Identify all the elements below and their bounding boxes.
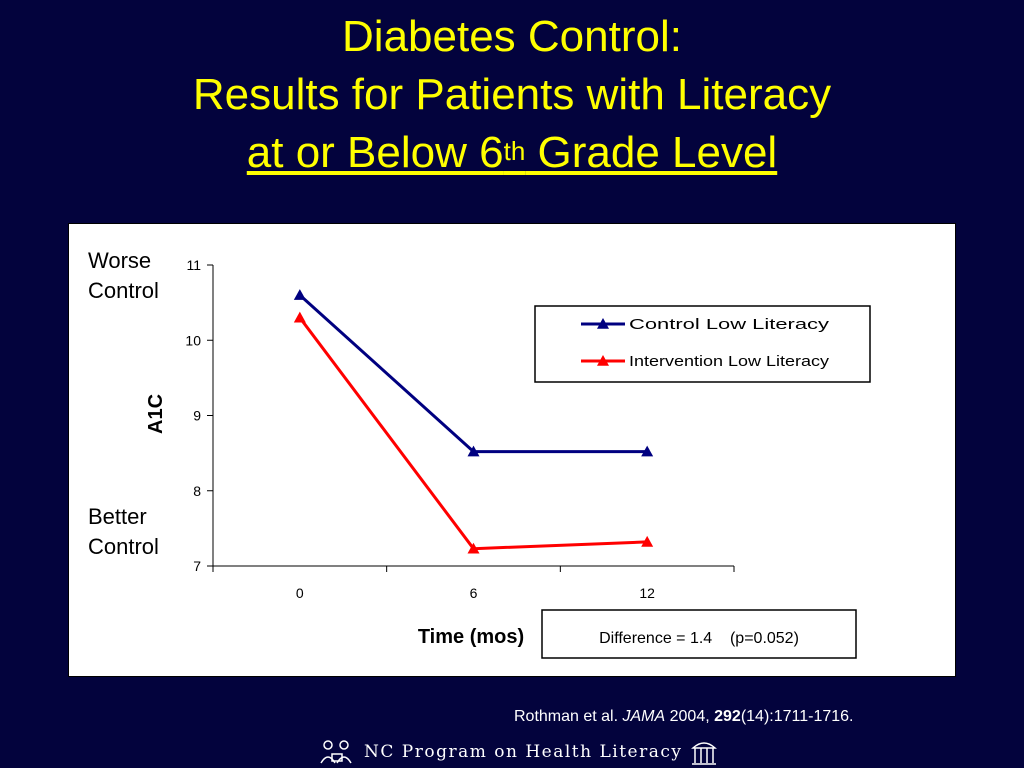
old-well-icon bbox=[690, 738, 717, 766]
title-line-3-text: at or Below 6 bbox=[246, 128, 504, 177]
legend-label: Intervention Low Literacy bbox=[629, 353, 830, 370]
legend-marker bbox=[597, 355, 609, 366]
worse-control-label: Worse Control bbox=[88, 246, 159, 306]
y-tick-label: 9 bbox=[193, 408, 201, 424]
title-line-1: Diabetes Control: bbox=[342, 12, 682, 61]
citation-authors: Rothman et al. bbox=[514, 708, 623, 725]
worse-label-line2: Control bbox=[88, 278, 159, 303]
chart-panel: Worse Control Better Control 7 8 9 10 11 0 6 12… bbox=[68, 223, 956, 677]
title-superscript: th bbox=[503, 136, 526, 166]
data-point-marker bbox=[467, 542, 480, 554]
y-axis-label: A1C bbox=[145, 394, 167, 434]
title-line-3-end: Grade Level bbox=[525, 128, 778, 177]
data-point-marker bbox=[293, 311, 306, 323]
x-tick-label: 0 bbox=[296, 585, 304, 601]
footer: NC Program on Health Literacy bbox=[318, 738, 717, 766]
citation-volume: 292 bbox=[714, 708, 741, 725]
x-tick-label: 12 bbox=[639, 585, 655, 601]
citation-year: 2004, bbox=[665, 708, 715, 725]
footer-text: NC Program on Health Literacy bbox=[364, 742, 683, 762]
better-label-line2: Control bbox=[88, 534, 159, 559]
citation: Rothman et al. JAMA 2004, 292(14):1711-1… bbox=[514, 708, 853, 726]
worse-label-line1: Worse bbox=[88, 248, 152, 273]
citation-pages: (14):1711-1716. bbox=[740, 708, 854, 725]
data-point-marker bbox=[641, 535, 654, 547]
y-tick-label: 10 bbox=[185, 332, 201, 348]
x-axis-label: Time (mos) bbox=[418, 626, 524, 648]
legend-box bbox=[534, 305, 871, 383]
y-tick-label: 8 bbox=[193, 483, 201, 499]
title-line-3: at or Below 6th Grade Level bbox=[0, 124, 1024, 182]
people-reading-icon bbox=[318, 739, 356, 765]
difference-box bbox=[541, 609, 857, 659]
data-point-marker bbox=[641, 445, 654, 457]
legend-label: Control Low Literacy bbox=[629, 316, 830, 333]
title-line-2: Results for Patients with Literacy bbox=[192, 70, 832, 119]
y-tick-label: 11 bbox=[186, 257, 201, 273]
data-point-marker bbox=[293, 289, 306, 300]
y-tick-label: 7 bbox=[193, 558, 201, 574]
citation-journal: JAMA bbox=[622, 708, 666, 725]
difference-annotation: Difference = 1.4 (p=0.052) bbox=[599, 630, 799, 647]
better-control-label: Better Control bbox=[88, 502, 159, 562]
slide-title: Diabetes Control: Results for Patients w… bbox=[0, 8, 1024, 182]
better-label-line1: Better bbox=[88, 504, 147, 529]
line-chart: 7 8 9 10 11 0 6 12 A1C Time (mos) Control Low Lite… bbox=[145, 257, 871, 659]
data-point-marker bbox=[467, 445, 480, 457]
legend-marker bbox=[597, 318, 609, 329]
x-tick-label: 6 bbox=[470, 585, 478, 601]
